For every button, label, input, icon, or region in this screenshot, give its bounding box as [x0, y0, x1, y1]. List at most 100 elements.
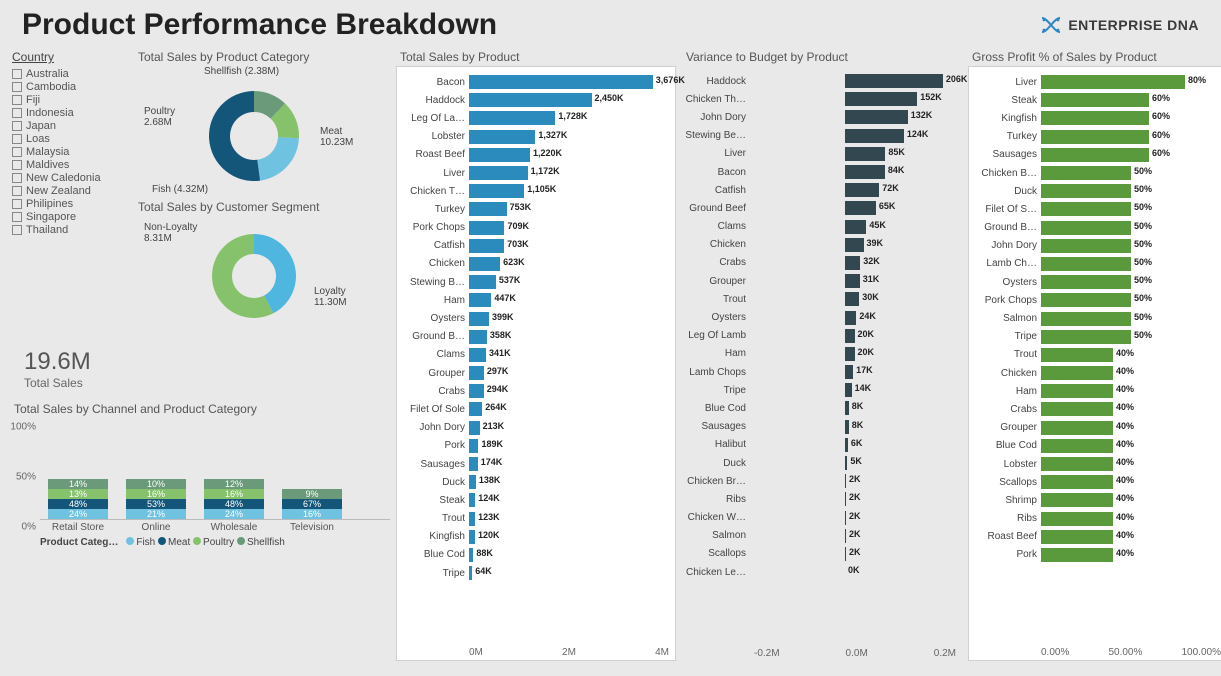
country-option[interactable]: Cambodia: [12, 81, 128, 93]
bar-row[interactable]: Filet Of S… 50%: [975, 200, 1221, 218]
bar-row[interactable]: Pork 40%: [975, 546, 1221, 564]
bar-row[interactable]: Steak 124K: [403, 491, 669, 509]
bar-row[interactable]: Catfish 703K: [403, 237, 669, 255]
bar-row[interactable]: Ribs 2K: [684, 490, 960, 508]
stacked-column[interactable]: 21%53%16%10%: [126, 479, 186, 519]
bar-row[interactable]: Tripe 14K: [684, 381, 960, 399]
bar-row[interactable]: Crabs 32K: [684, 254, 960, 272]
bar-row[interactable]: Grouper 40%: [975, 419, 1221, 437]
bar-row[interactable]: Catfish 72K: [684, 181, 960, 199]
bar-row[interactable]: Duck 138K: [403, 473, 669, 491]
bar-row[interactable]: Lamb Ch… 50%: [975, 255, 1221, 273]
stacked-chart[interactable]: 0% 50% 100% 24%48%13%14%21%53%16%10%24%4…: [10, 420, 390, 560]
bar-row[interactable]: Stewing B… 537K: [403, 273, 669, 291]
bar-row[interactable]: Haddock 2,450K: [403, 91, 669, 109]
bar-row[interactable]: Pork Chops 50%: [975, 291, 1221, 309]
country-option[interactable]: Loas: [12, 133, 128, 145]
sales-by-product-chart[interactable]: Bacon 3,676K Haddock 2,450K Leg Of La… 1…: [396, 66, 676, 661]
bar-row[interactable]: Stewing Be… 124K: [684, 127, 960, 145]
bar-row[interactable]: Sausages 8K: [684, 418, 960, 436]
bar-row[interactable]: Liver 80%: [975, 73, 1221, 91]
stacked-column[interactable]: 24%48%16%12%: [204, 479, 264, 519]
stacked-column[interactable]: 16%67%9%: [282, 489, 342, 519]
bar-row[interactable]: Salmon 50%: [975, 309, 1221, 327]
country-option[interactable]: Thailand: [12, 224, 128, 236]
bar-row[interactable]: Grouper 297K: [403, 364, 669, 382]
bar-row[interactable]: Liver 85K: [684, 145, 960, 163]
donut-slice[interactable]: [209, 91, 260, 181]
bar-row[interactable]: Ham 447K: [403, 291, 669, 309]
bar-row[interactable]: Blue Cod 40%: [975, 437, 1221, 455]
bar-row[interactable]: Lobster 40%: [975, 455, 1221, 473]
bar-row[interactable]: Bacon 84K: [684, 163, 960, 181]
bar-row[interactable]: Chicken 40%: [975, 364, 1221, 382]
bar-row[interactable]: Sausages 60%: [975, 146, 1221, 164]
legend-item[interactable]: Poultry: [193, 537, 234, 548]
bar-row[interactable]: Duck 5K: [684, 454, 960, 472]
country-option[interactable]: Philipines: [12, 198, 128, 210]
bar-row[interactable]: Blue Cod 88K: [403, 546, 669, 564]
legend-item[interactable]: Meat: [158, 537, 190, 548]
country-option[interactable]: Australia: [12, 68, 128, 80]
variance-chart[interactable]: Haddock 206K Chicken Th… 152K John Dory …: [682, 66, 962, 661]
bar-row[interactable]: Scallops 40%: [975, 473, 1221, 491]
bar-row[interactable]: Trout 40%: [975, 346, 1221, 364]
bar-row[interactable]: Roast Beef 40%: [975, 528, 1221, 546]
donut-slice[interactable]: [257, 137, 299, 180]
bar-row[interactable]: John Dory 50%: [975, 237, 1221, 255]
bar-row[interactable]: Chicken Br… 2K: [684, 472, 960, 490]
bar-row[interactable]: Oysters 50%: [975, 273, 1221, 291]
gross-profit-chart[interactable]: Liver 80% Steak 60% Kingfish 60% Turkey …: [968, 66, 1221, 661]
bar-row[interactable]: Ham 40%: [975, 382, 1221, 400]
bar-row[interactable]: Chicken Th… 152K: [684, 90, 960, 108]
bar-row[interactable]: Bacon 3,676K: [403, 73, 669, 91]
bar-row[interactable]: Shrimp 40%: [975, 491, 1221, 509]
bar-row[interactable]: Liver 1,172K: [403, 164, 669, 182]
bar-row[interactable]: Leg Of Lamb 20K: [684, 327, 960, 345]
bar-row[interactable]: Tripe 50%: [975, 328, 1221, 346]
country-option[interactable]: Singapore: [12, 211, 128, 223]
country-option[interactable]: Maldives: [12, 159, 128, 171]
bar-row[interactable]: Lamb Chops 17K: [684, 363, 960, 381]
bar-row[interactable]: Chicken 623K: [403, 255, 669, 273]
bar-row[interactable]: Clams 45K: [684, 218, 960, 236]
country-option[interactable]: New Caledonia: [12, 172, 128, 184]
bar-row[interactable]: Crabs 294K: [403, 382, 669, 400]
donut-category-chart[interactable]: Shellfish (2.38M)Poultry2.68MFish (4.32M…: [134, 66, 390, 196]
country-option[interactable]: Indonesia: [12, 107, 128, 119]
donut-segment-chart[interactable]: Non-Loyalty8.31MLoyalty11.30M: [134, 216, 390, 336]
bar-row[interactable]: Chicken W… 2K: [684, 509, 960, 527]
bar-row[interactable]: Blue Cod 8K: [684, 399, 960, 417]
bar-row[interactable]: Chicken B… 50%: [975, 164, 1221, 182]
bar-row[interactable]: Roast Beef 1,220K: [403, 146, 669, 164]
country-option[interactable]: Malaysia: [12, 146, 128, 158]
country-option[interactable]: Fiji: [12, 94, 128, 106]
bar-row[interactable]: John Dory 132K: [684, 108, 960, 126]
stacked-column[interactable]: 24%48%13%14%: [48, 479, 108, 519]
bar-row[interactable]: Salmon 2K: [684, 527, 960, 545]
legend-item[interactable]: Fish: [126, 537, 155, 548]
bar-row[interactable]: Trout 123K: [403, 510, 669, 528]
bar-row[interactable]: Steak 60%: [975, 91, 1221, 109]
bar-row[interactable]: Kingfish 60%: [975, 109, 1221, 127]
bar-row[interactable]: Sausages 174K: [403, 455, 669, 473]
bar-row[interactable]: Grouper 31K: [684, 272, 960, 290]
bar-row[interactable]: Turkey 60%: [975, 128, 1221, 146]
bar-row[interactable]: Oysters 399K: [403, 309, 669, 327]
bar-row[interactable]: Ribs 40%: [975, 510, 1221, 528]
bar-row[interactable]: Clams 341K: [403, 346, 669, 364]
bar-row[interactable]: Ground B… 50%: [975, 219, 1221, 237]
country-filter[interactable]: Country AustraliaCambodiaFijiIndonesiaJa…: [10, 46, 130, 336]
bar-row[interactable]: John Dory 213K: [403, 419, 669, 437]
bar-row[interactable]: Lobster 1,327K: [403, 128, 669, 146]
bar-row[interactable]: Scallops 2K: [684, 545, 960, 563]
bar-row[interactable]: Halibut 6K: [684, 436, 960, 454]
bar-row[interactable]: Pork 189K: [403, 437, 669, 455]
bar-row[interactable]: Tripe 64K: [403, 564, 669, 582]
bar-row[interactable]: Haddock 206K: [684, 72, 960, 90]
legend-item[interactable]: Shellfish: [237, 537, 285, 548]
bar-row[interactable]: Ground B… 358K: [403, 328, 669, 346]
bar-row[interactable]: Pork Chops 709K: [403, 219, 669, 237]
bar-row[interactable]: Ground Beef 65K: [684, 199, 960, 217]
bar-row[interactable]: Oysters 24K: [684, 308, 960, 326]
